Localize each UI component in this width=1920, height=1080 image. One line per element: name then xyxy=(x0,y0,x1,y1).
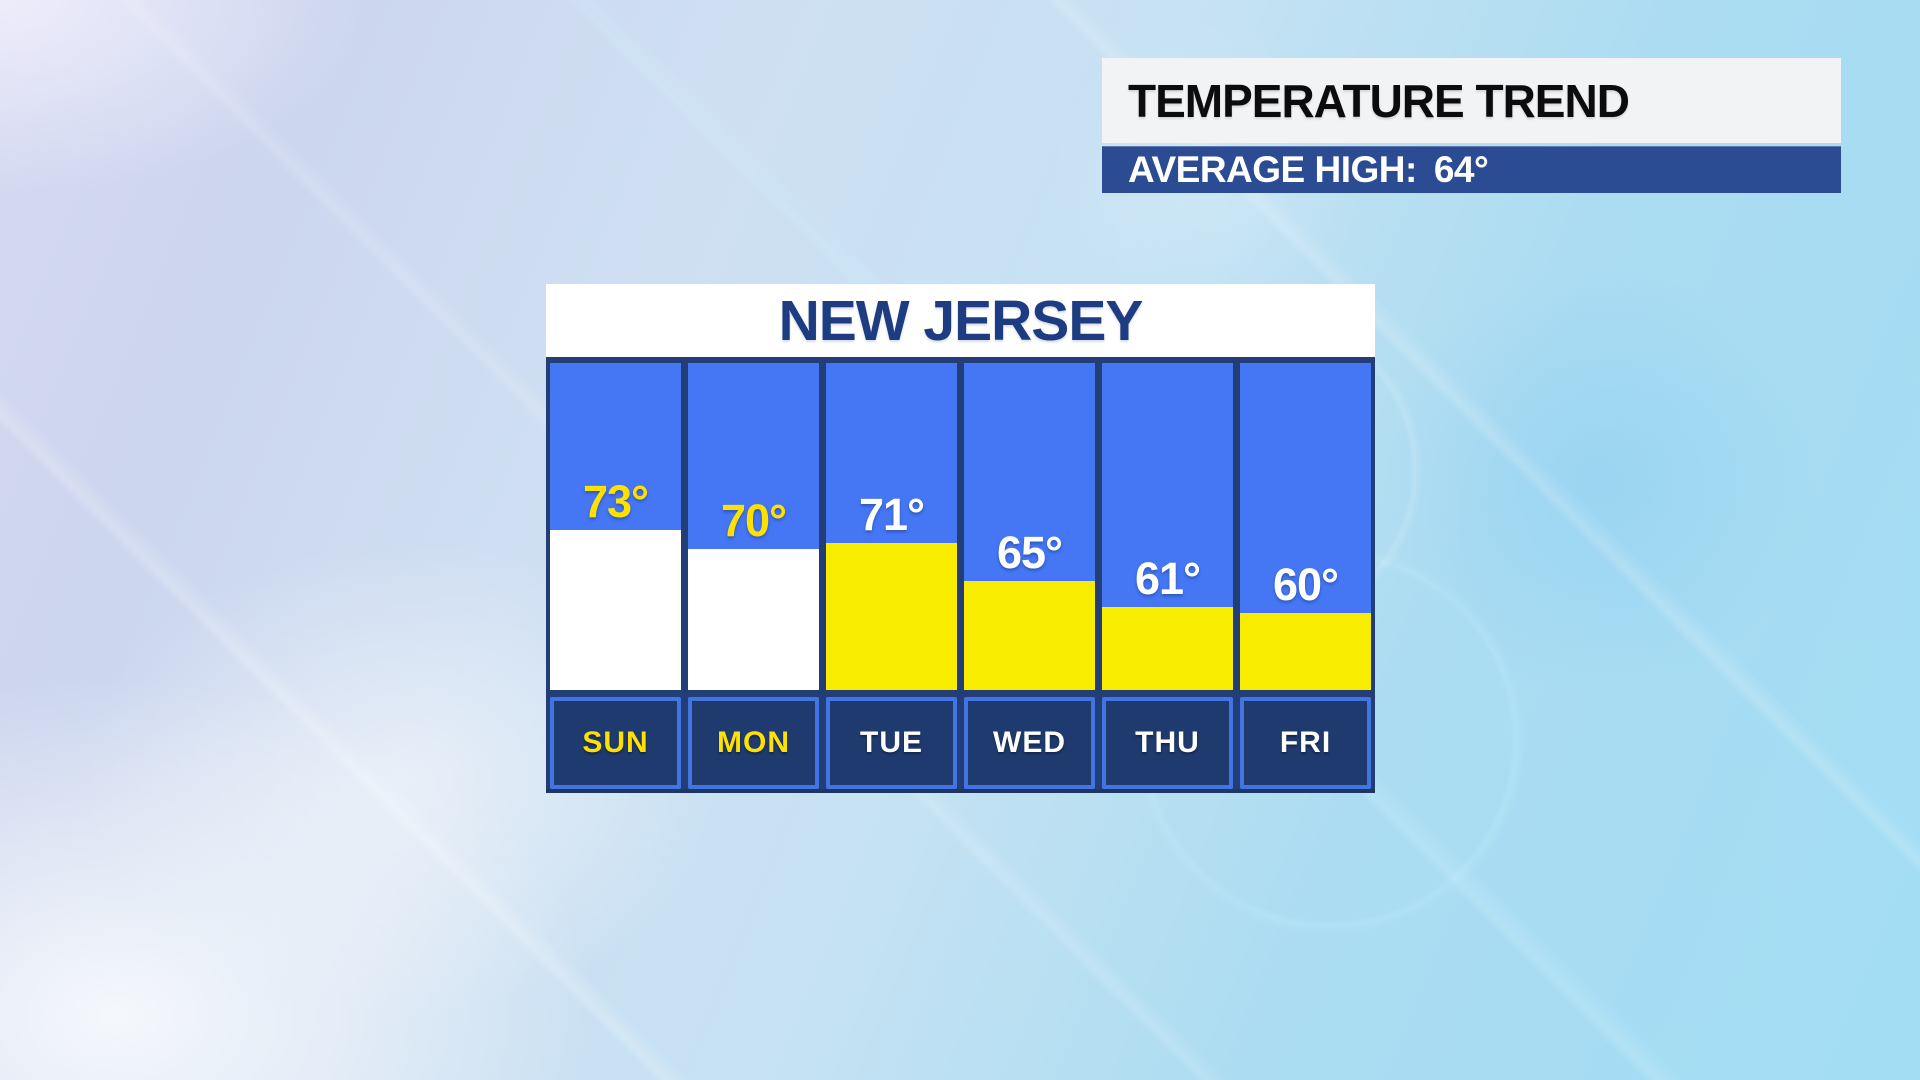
forecast-column-wed: 65° WED xyxy=(964,363,1095,789)
column-sky: 71° xyxy=(826,363,957,690)
chart-body: 73° SUN 70° MON 71° TUE 65° WED 61° THU 60° FRI xyxy=(546,357,1375,793)
temp-label: 70° xyxy=(720,494,787,546)
forecast-column-sun: 73° SUN xyxy=(550,363,681,789)
day-label: MON xyxy=(688,697,819,789)
forecast-column-thu: 61° THU xyxy=(1102,363,1233,789)
temp-bar xyxy=(826,542,957,690)
panel-title-text: TEMPERATURE TREND xyxy=(1128,74,1630,127)
temp-bar xyxy=(1102,606,1233,690)
forecast-column-mon: 70° MON xyxy=(688,363,819,789)
day-label: FRI xyxy=(1240,697,1371,789)
column-sky: 70° xyxy=(688,363,819,690)
day-label: TUE xyxy=(826,697,957,789)
chart-title-bar: NEW JERSEY xyxy=(546,284,1375,357)
temp-label: 73° xyxy=(582,475,649,527)
forecast-chart: NEW JERSEY 73° SUN 70° MON 71° TUE 65° WED 61° TH… xyxy=(546,284,1375,793)
forecast-column-fri: 60° FRI xyxy=(1240,363,1371,789)
chart-title-text: NEW JERSEY xyxy=(778,288,1144,353)
day-label: SUN xyxy=(550,697,681,789)
average-high-label: AVERAGE HIGH: xyxy=(1128,149,1417,190)
column-sky: 73° xyxy=(550,363,681,690)
day-label: THU xyxy=(1102,697,1233,789)
panel-title-bar: TEMPERATURE TREND xyxy=(1102,58,1841,143)
column-sky: 65° xyxy=(964,363,1095,690)
day-label: WED xyxy=(964,697,1095,789)
column-sky: 60° xyxy=(1240,363,1371,690)
temp-label: 60° xyxy=(1272,559,1339,611)
column-sky: 61° xyxy=(1102,363,1233,690)
temp-label: 71° xyxy=(858,488,925,540)
temp-bar xyxy=(964,581,1095,690)
average-high-bar: AVERAGE HIGH: 64° xyxy=(1102,146,1841,193)
average-high-value: 64° xyxy=(1433,149,1489,190)
temp-bar xyxy=(1240,613,1371,690)
forecast-column-tue: 71° TUE xyxy=(826,363,957,789)
temp-label: 61° xyxy=(1134,552,1201,604)
temp-label: 65° xyxy=(996,527,1063,579)
temp-bar xyxy=(550,529,681,690)
temp-bar xyxy=(688,548,819,690)
